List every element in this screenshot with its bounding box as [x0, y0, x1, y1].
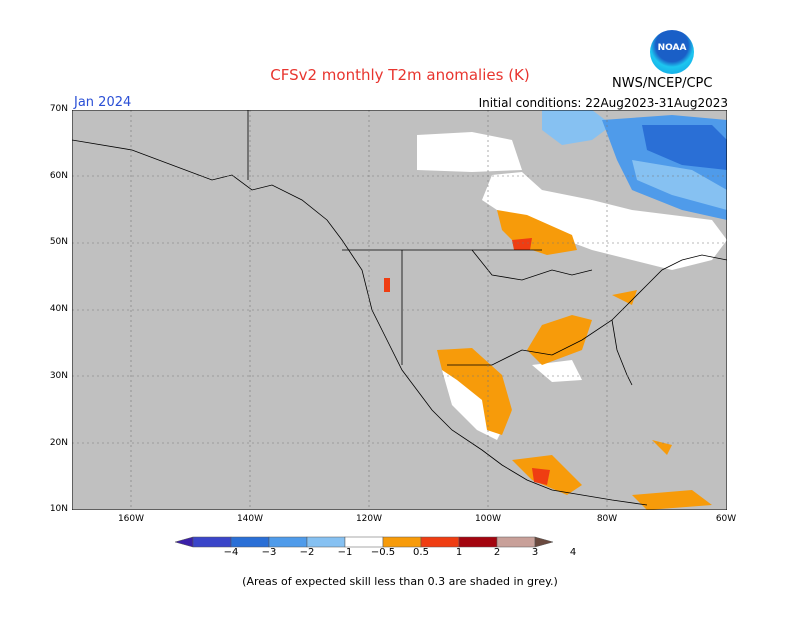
colorbar-tick-label: −1 [337, 547, 353, 558]
lon-label: 80W [596, 514, 618, 524]
colorbar [175, 536, 554, 548]
graticule [72, 110, 727, 510]
colorbar-segment [230, 536, 270, 548]
noaa-logo: NOAA [650, 30, 694, 74]
colorbar-segment [458, 536, 498, 548]
colorbar-tick-label: 3 [531, 547, 539, 558]
colorbar-tick-label: 4 [569, 547, 577, 558]
colorbar-tick-label: −2 [299, 547, 315, 558]
lon-label: 60W [715, 514, 737, 524]
lat-label: 70N [49, 104, 68, 114]
lon-label: 100W [474, 514, 502, 524]
colorbar-segment [420, 536, 460, 548]
anomaly-orange-areas [437, 210, 712, 510]
colorbar-segment [268, 536, 308, 548]
anomaly-red-areas [384, 238, 550, 485]
colorbar-tick-label: −3 [261, 547, 277, 558]
anomaly-blue-areas [542, 110, 727, 220]
colorbar-segment [534, 536, 554, 548]
colorbar-tick-label: 0.5 [413, 547, 429, 558]
colorbar-tick-label: 2 [493, 547, 501, 558]
lon-label: 160W [117, 514, 145, 524]
colorbar-segment [382, 536, 422, 548]
anomaly-map [72, 110, 727, 510]
colorbar-tick-label: −0.5 [370, 547, 396, 558]
organization-label: NWS/NCEP/CPC [612, 76, 713, 91]
lon-label: 140W [236, 514, 264, 524]
skill-footnote: (Areas of expected skill less than 0.3 a… [242, 575, 558, 588]
colorbar-tick-label: 1 [455, 547, 463, 558]
lat-label: 30N [49, 370, 68, 381]
lat-label: 40N [49, 304, 68, 315]
initial-conditions: Initial conditions: 22Aug2023-31Aug2023 [478, 96, 728, 110]
forecast-month: Jan 2024 [74, 95, 132, 110]
colorbar-segment [496, 536, 536, 548]
lat-label: 50N [49, 237, 68, 248]
map-title: CFSv2 monthly T2m anomalies (K) [270, 66, 530, 84]
colorbar-segment [306, 536, 346, 548]
colorbar-tick-label: −4 [223, 547, 239, 558]
lat-label: 10N [49, 504, 68, 515]
colorbar-segment [344, 536, 384, 548]
colorbar-segment [175, 536, 194, 548]
lat-label: 60N [49, 170, 68, 181]
colorbar-segment [192, 536, 232, 548]
lat-label: 20N [49, 437, 68, 448]
lon-label: 120W [355, 514, 383, 524]
